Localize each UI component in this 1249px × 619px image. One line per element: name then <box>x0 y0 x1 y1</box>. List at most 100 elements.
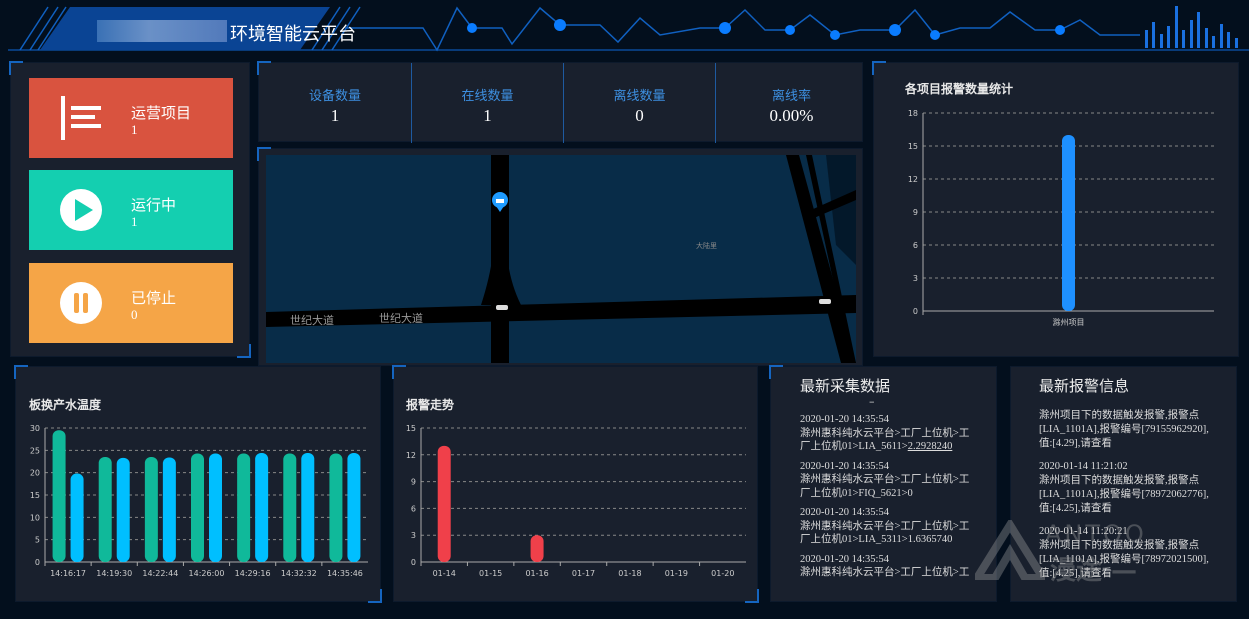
x-tick-label: 01-16 <box>525 569 548 578</box>
bar <box>70 473 84 562</box>
bar <box>116 457 130 562</box>
panel-title: 最新采集数据 <box>800 377 891 395</box>
card-stopped[interactable]: 已停止 0 <box>29 263 233 343</box>
y-tick-label: 3 <box>411 531 416 540</box>
road-label: 世纪大道 <box>379 312 423 325</box>
y-tick-label: 12 <box>908 175 918 184</box>
device-stats: 设备数量 1 在线数量 1 离线数量 0 离线率 0.00% <box>257 61 863 143</box>
list-item: 2020-01-20 14:35:54 滁州惠科纯水云平台>工厂上位机>工厂上位机… <box>800 414 970 452</box>
x-tick-label: 01-15 <box>479 569 502 578</box>
latest-alarms-list[interactable]: 滁州项目下的数据触发报警,报警点[LIA_1101A],报警编号[7915596… <box>1039 409 1214 590</box>
latest-data-list[interactable]: 2020-01-20 14:35:54 滁州惠科纯水云平台>工厂上位机>工厂上位机… <box>800 413 978 586</box>
bar <box>237 453 251 562</box>
app-title: 环境智能云平台 <box>230 24 356 45</box>
x-tick-label: 14:19:30 <box>96 569 132 578</box>
y-tick-label: 6 <box>913 241 918 250</box>
bar <box>52 430 66 562</box>
x-tick-label: 滁州项目 <box>1053 317 1085 327</box>
card-value: 0 <box>131 307 138 322</box>
bar <box>162 457 176 562</box>
x-tick-label: 14:32:32 <box>281 569 317 578</box>
list-icon <box>61 96 101 140</box>
stat-label: 离线率 <box>771 89 811 104</box>
list-item: 2020-01-20 14:35:54 滁州惠科纯水云平台>工厂上位机>工 <box>800 553 970 579</box>
x-tick-label: 01-17 <box>572 569 595 578</box>
x-tick-label: 01-18 <box>618 569 641 578</box>
map-panel: 世纪大道 世纪大道 大陆里 <box>257 147 863 366</box>
alarm-trend-panel: 报警走势 0 3 6 9 12 15 01-14 01-15 01-16 01-17 01-18 01… <box>392 365 759 603</box>
y-tick-label: 0 <box>913 307 918 316</box>
stat-value: 0 <box>635 106 644 125</box>
place-label: 大陆里 <box>696 242 717 250</box>
chart-title: 板换产水温度 <box>29 398 102 412</box>
y-tick-label: 3 <box>913 274 918 283</box>
pause-icon <box>60 282 102 324</box>
card-value: 1 <box>131 214 138 229</box>
bar <box>530 535 544 562</box>
card-label: 运营项目 <box>131 104 192 122</box>
y-tick-label: 30 <box>30 424 40 433</box>
bar <box>255 453 269 562</box>
stat-label: 离线数量 <box>613 89 666 104</box>
bar <box>347 453 361 562</box>
bar <box>209 453 222 562</box>
y-tick-label: 20 <box>30 469 40 478</box>
y-tick-label: 15 <box>406 424 416 433</box>
list-item: 2020-01-20 14:35:54 滁州惠科纯水云平台>工厂上位机>工厂上位机… <box>800 507 970 545</box>
project-alarm-panel: 各项目报警数量统计 0 3 6 9 12 15 18 滁州项目 <box>872 61 1239 357</box>
x-tick-label: 14:35:46 <box>327 569 363 578</box>
status-panel: 运营项目 1 运行中 1 已停止 0 <box>9 61 251 358</box>
y-tick-label: 25 <box>30 446 40 455</box>
device-marker-icon[interactable] <box>492 192 508 212</box>
card-label: 运行中 <box>131 196 177 214</box>
y-tick-label: 5 <box>35 536 40 545</box>
bar <box>283 453 297 562</box>
road-label: 世纪大道 <box>290 314 334 327</box>
y-tick-label: 0 <box>35 558 40 567</box>
x-tick-label: 14:29:16 <box>235 569 271 578</box>
card-label: 已停止 <box>131 289 177 307</box>
alarm-item: 2020-01-14 11:20:21 滁州项目下的数据触发报警,报警点[LIA_… <box>1039 526 1209 579</box>
header: 环境智能云平台 <box>0 0 1249 52</box>
bar <box>191 453 204 562</box>
bar <box>1062 135 1075 311</box>
card-operating-projects[interactable]: 运营项目 1 <box>29 78 233 158</box>
x-tick-label: 01-20 <box>711 569 734 578</box>
y-tick-label: 6 <box>411 504 416 513</box>
card-value: 1 <box>131 122 138 137</box>
latest-alarms-panel: 最新报警信息 滁州项目下的数据触发报警,报警点[LIA_1101A],报警编号[… <box>1010 366 1237 602</box>
y-tick-label: 12 <box>406 451 416 460</box>
dash: – <box>869 395 875 408</box>
x-tick-label: 14:26:00 <box>189 569 225 578</box>
bar <box>98 457 112 562</box>
x-tick-label: 01-19 <box>665 569 688 578</box>
y-tick-label: 15 <box>30 491 40 500</box>
bar <box>144 457 158 562</box>
alarm-trend-chart: 0 3 6 9 12 15 01-14 01-15 01-16 01-17 01-18 01-19 01… <box>406 424 746 578</box>
alarm-item: 滁州项目下的数据触发报警,报警点[LIA_1101A],报警编号[7915596… <box>1039 410 1209 449</box>
chart-title: 报警走势 <box>406 398 455 412</box>
y-tick-label: 9 <box>411 478 416 487</box>
project-alarm-chart: 0 3 6 9 12 15 18 滁州项目 <box>908 109 1214 327</box>
stat-label: 在线数量 <box>461 89 514 104</box>
x-tick-label: 14:16:17 <box>50 569 86 578</box>
card-running[interactable]: 运行中 1 <box>29 170 233 250</box>
map[interactable]: 世纪大道 世纪大道 大陆里 <box>266 155 856 363</box>
y-tick-label: 10 <box>30 513 40 522</box>
y-tick-label: 0 <box>411 558 416 567</box>
stat-label: 设备数量 <box>308 89 361 104</box>
temperature-chart: 0 5 10 15 20 25 30 14:16:17 14:19:30 14:22:44 14:2… <box>30 424 368 578</box>
x-tick-label: 14:22:44 <box>142 569 178 578</box>
play-icon <box>60 189 102 231</box>
chart-title: 各项目报警数量统计 <box>905 82 1014 96</box>
alarm-item: 2020-01-14 11:21:02 滁州项目下的数据触发报警,报警点[LIA_… <box>1039 461 1209 514</box>
latest-data-panel: 最新采集数据 – 2020-01-20 14:35:54 滁州惠科纯水云平台>工厂… <box>769 365 997 602</box>
panel-title: 最新报警信息 <box>1039 377 1130 395</box>
bar <box>437 445 451 562</box>
stat-value: 0.00% <box>769 106 814 125</box>
list-item: 2020-01-20 14:35:54 滁州惠科纯水云平台>工厂上位机>工厂上位机… <box>800 460 970 499</box>
bar <box>329 453 343 562</box>
stat-value: 1 <box>330 106 340 125</box>
temperature-panel: 板换产水温度 0 5 10 15 20 25 30 14:16:17 14:19:30 14:22… <box>14 365 382 603</box>
y-tick-label: 15 <box>908 142 918 151</box>
